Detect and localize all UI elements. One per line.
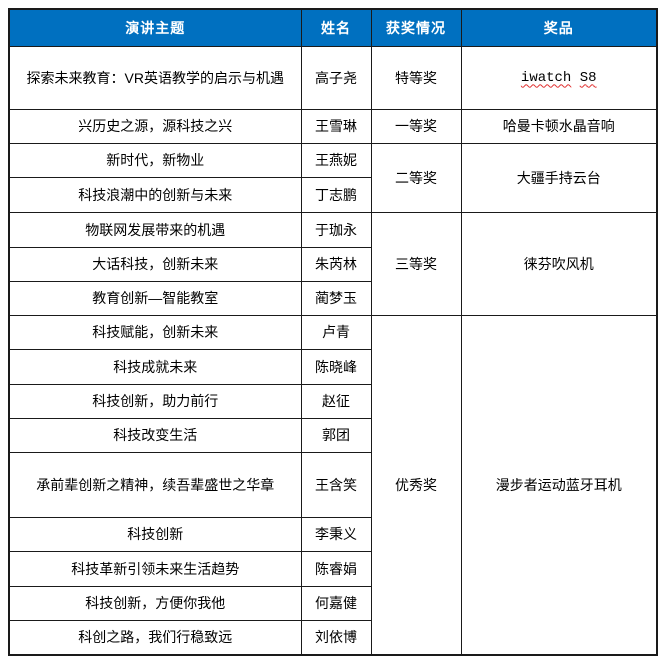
table-row: 承前辈创新之精神，续吾辈盛世之华章 王含笑 xyxy=(8,451,657,518)
name-cell: 王雪琳 xyxy=(300,108,372,144)
name-cell: 陈晓峰 xyxy=(300,348,372,385)
topic-cell: 科技创新，方便你我他 xyxy=(8,585,302,621)
name-cell: 于珈永 xyxy=(300,211,372,248)
col-header-prize: 奖品 xyxy=(460,8,658,47)
table-row: 新时代，新物业 王燕妮 二等奖 大疆手持云台 xyxy=(8,142,658,213)
topic-cell: 科技创新 xyxy=(8,516,302,552)
table-body: 探索未来教育：VR英语教学的启示与机遇 高子尧 特等奖 iwatch S8 兴历史之源，… xyxy=(8,45,658,656)
award-cell: 特等奖 xyxy=(370,45,462,110)
prize-cell: 漫步者运动蓝牙耳机 xyxy=(460,314,658,656)
name-cell: 丁志鹏 xyxy=(300,176,372,213)
table-row: 科技成就未来 陈晓峰 xyxy=(8,348,657,385)
name-cell: 刘依博 xyxy=(300,619,372,656)
name-cell: 蔺梦玉 xyxy=(300,280,372,316)
name-cell: 王含笑 xyxy=(300,451,372,518)
name-cell: 何嘉健 xyxy=(300,585,372,621)
topic-cell: 探索未来教育：VR英语教学的启示与机遇 xyxy=(8,45,302,110)
award-cell: 优秀奖 xyxy=(370,314,462,656)
misspelled-word: S8 xyxy=(579,69,597,86)
topic-cell: 科技浪潮中的创新与未来 xyxy=(8,176,302,213)
name-cell: 卢青 xyxy=(300,314,372,350)
topic-cell: 新时代，新物业 xyxy=(8,142,302,178)
topic-cell: 承前辈创新之精神，续吾辈盛世之华章 xyxy=(8,451,302,518)
name-cell: 高子尧 xyxy=(300,45,372,110)
table-row: 科技创新 李秉义 xyxy=(8,516,657,552)
topic-cell: 科技赋能，创新未来 xyxy=(8,314,302,350)
table-row: 科技创新，助力前行 赵征 xyxy=(8,383,657,419)
topic-cell: 教育创新—智能教室 xyxy=(8,280,302,316)
topic-cell: 科技改变生活 xyxy=(8,417,302,453)
topic-cell: 物联网发展带来的机遇 xyxy=(8,211,302,248)
col-header-award: 获奖情况 xyxy=(370,8,462,47)
table-row: 科技赋能，创新未来 卢青 优秀奖 漫步者运动蓝牙耳机 xyxy=(8,314,658,656)
award-table: 演讲主题 姓名 获奖情况 奖品 探索未来教育：VR英语教学的启示与机遇 高子尧 特等奖 iw… xyxy=(8,8,658,656)
misspelled-word: iwatch xyxy=(520,69,572,86)
prize-cell: 哈曼卡顿水晶音响 xyxy=(460,108,658,144)
award-cell: 三等奖 xyxy=(370,211,462,316)
award-cell: 一等奖 xyxy=(370,108,462,144)
topic-cell: 兴历史之源，源科技之兴 xyxy=(8,108,302,144)
name-cell: 王燕妮 xyxy=(300,142,372,178)
col-header-name: 姓名 xyxy=(300,8,372,47)
table-row: 兴历史之源，源科技之兴 王雪琳 一等奖 哈曼卡顿水晶音响 xyxy=(8,108,658,144)
table-row: 科创之路，我们行稳致远 刘依博 xyxy=(8,619,657,656)
table-row: 物联网发展带来的机遇 于珈永 三等奖 徕芬吹风机 xyxy=(8,211,658,316)
table-row: 探索未来教育：VR英语教学的启示与机遇 高子尧 特等奖 iwatch S8 xyxy=(8,45,658,110)
table-row: 科技改变生活 郭团 xyxy=(8,417,657,453)
prize-cell: iwatch S8 xyxy=(460,45,658,110)
prize-cell: 徕芬吹风机 xyxy=(460,211,658,316)
col-header-topic: 演讲主题 xyxy=(8,8,302,47)
topic-cell: 科技创新，助力前行 xyxy=(8,383,302,419)
name-cell: 陈睿娟 xyxy=(300,550,372,587)
header-row: 演讲主题 姓名 获奖情况 奖品 xyxy=(8,8,658,47)
topic-cell: 科技成就未来 xyxy=(8,348,302,385)
table-row: 教育创新—智能教室 蔺梦玉 xyxy=(8,280,657,316)
table-row: 科技浪潮中的创新与未来 丁志鹏 xyxy=(8,176,657,213)
prize-cell: 大疆手持云台 xyxy=(460,142,658,213)
topic-cell: 科技革新引领未来生活趋势 xyxy=(8,550,302,587)
table-row: 科技革新引领未来生活趋势 陈睿娟 xyxy=(8,550,657,587)
name-cell: 朱芮林 xyxy=(300,246,372,282)
award-cell: 二等奖 xyxy=(370,142,462,213)
name-cell: 李秉义 xyxy=(300,516,372,552)
topic-cell: 大话科技，创新未来 xyxy=(8,246,302,282)
topic-cell: 科创之路，我们行稳致远 xyxy=(8,619,302,656)
name-cell: 郭团 xyxy=(300,417,372,453)
name-cell: 赵征 xyxy=(300,383,372,419)
